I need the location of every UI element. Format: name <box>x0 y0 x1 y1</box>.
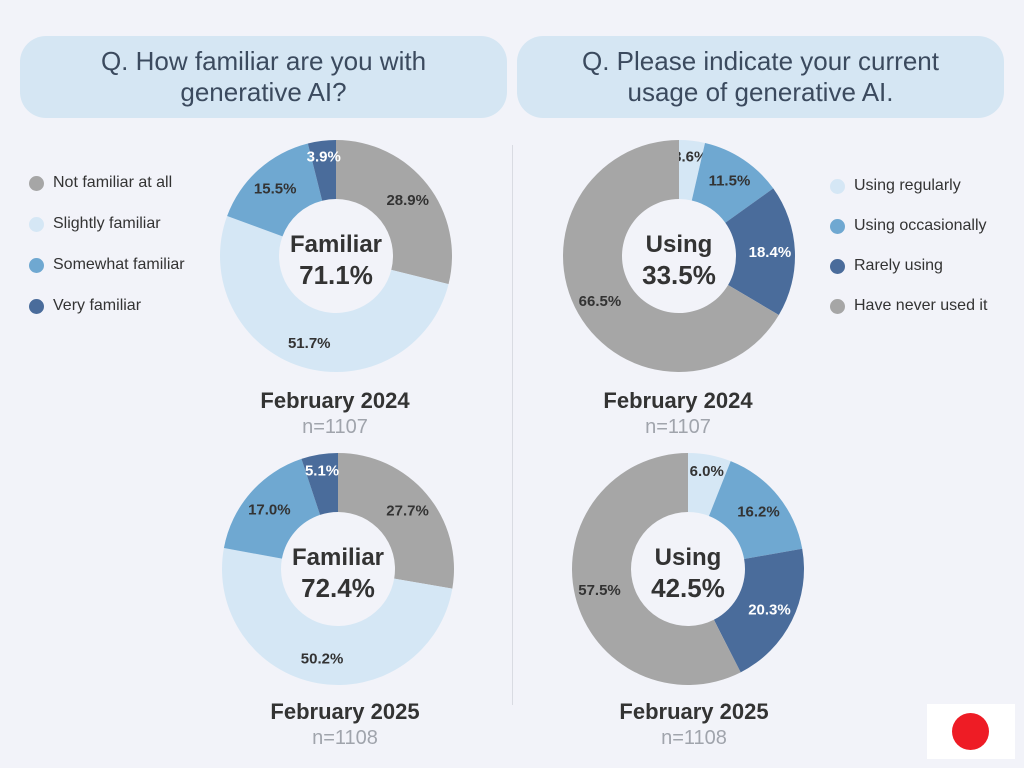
legend-label: Somewhat familiar <box>53 256 185 273</box>
legend-label: Using regularly <box>854 177 961 194</box>
question-usage-line-2: usage of generative AI. <box>627 77 894 107</box>
caption-usage-2024: February 2024 n=1107 <box>558 387 798 440</box>
slice-label-using-regularly: 3.6% <box>673 149 707 166</box>
slice-using-regularly <box>688 453 731 517</box>
legend-label: Using occasionally <box>854 217 987 234</box>
legend-item-using-regularly: Using regularly <box>830 176 987 196</box>
slice-label-very-familiar: 3.9% <box>307 149 341 166</box>
question-familiarity: Q. How familiar are you with generative … <box>20 36 507 118</box>
legend-swatch <box>29 216 44 232</box>
center-label-value: 72.4% <box>301 573 375 603</box>
caption-usage-2025: February 2025 n=1108 <box>574 698 814 751</box>
slice-label-rarely-using: 18.4% <box>749 244 792 261</box>
slice-not-familiar-at-all <box>336 140 452 285</box>
slice-label-using-occasionally: 11.5% <box>709 172 751 189</box>
caption-familiarity-2024: February 2024 n=1107 <box>215 387 455 440</box>
survey-date: February 2024 <box>260 388 410 413</box>
slice-label-not-familiar-at-all: 28.9% <box>386 192 429 209</box>
slice-very-familiar <box>301 453 338 515</box>
slice-rarely-using <box>725 188 795 316</box>
legend-swatch <box>29 175 44 191</box>
legend-item-not-familiar-at-all: Not familiar at all <box>29 173 185 193</box>
slice-using-regularly <box>679 140 706 201</box>
slice-label-using-regularly: 6.0% <box>690 463 724 480</box>
sample-size: n=1107 <box>645 416 711 438</box>
slice-label-using-occasionally: 16.2% <box>737 503 780 520</box>
sample-size: n=1107 <box>302 416 368 438</box>
center-label-title: Using <box>655 544 722 571</box>
sample-size: n=1108 <box>661 727 727 749</box>
legend-item-rarely-using: Rarely using <box>830 256 987 276</box>
slice-rarely-using <box>713 548 804 673</box>
question-familiarity-line-2: generative AI? <box>180 77 347 107</box>
japan-flag-icon <box>927 704 1015 759</box>
slice-label-have-never-used-it: 66.5% <box>579 293 622 310</box>
slice-have-never-used-it <box>572 453 741 685</box>
slice-slightly-familiar <box>221 547 453 686</box>
legend-label: Slightly familiar <box>53 215 161 232</box>
slice-label-very-familiar: 5.1% <box>305 462 339 479</box>
legend-swatch <box>29 298 44 314</box>
slice-label-slightly-familiar: 50.2% <box>301 651 344 668</box>
question-usage: Q. Please indicate your current usage of… <box>517 36 1004 118</box>
survey-date: February 2025 <box>270 699 420 724</box>
caption-familiarity-2025: February 2025 n=1108 <box>225 698 465 751</box>
legend-swatch <box>830 258 845 274</box>
legend-label: Have never used it <box>854 297 988 314</box>
slice-label-somewhat-familiar: 17.0% <box>248 501 291 518</box>
legend-item-have-never-used-it: Have never used it <box>830 296 987 316</box>
legend-label: Not familiar at all <box>53 174 173 191</box>
survey-date: February 2024 <box>603 388 753 413</box>
slice-not-familiar-at-all <box>338 453 454 589</box>
slice-label-have-never-used-it: 57.5% <box>578 582 621 599</box>
panel-divider <box>512 145 513 705</box>
legend-item-using-occasionally: Using occasionally <box>830 216 987 236</box>
slice-label-slightly-familiar: 51.7% <box>288 335 331 352</box>
slice-label-somewhat-familiar: 15.5% <box>254 180 297 197</box>
slice-very-familiar <box>307 140 336 201</box>
slice-somewhat-familiar <box>223 458 321 559</box>
legend-item-slightly-familiar: Slightly familiar <box>29 214 185 234</box>
slice-using-occasionally <box>708 461 803 560</box>
center-label-value: 33.5% <box>642 260 716 290</box>
legend-swatch <box>830 178 845 194</box>
center-label-value: 42.5% <box>651 573 725 603</box>
slice-using-occasionally <box>691 142 774 223</box>
center-label-title: Familiar <box>292 544 384 571</box>
sample-size: n=1108 <box>312 727 378 749</box>
usage-legend: Using regularly Using occasionally Rarely … <box>830 176 987 316</box>
legend-item-very-familiar: Very familiar <box>29 296 185 316</box>
survey-date: February 2025 <box>619 699 769 724</box>
slice-label-rarely-using: 20.3% <box>748 602 791 619</box>
slice-somewhat-familiar <box>227 143 323 237</box>
legend-swatch <box>830 218 845 234</box>
center-label-value: 71.1% <box>299 260 373 290</box>
legend-swatch <box>830 298 845 314</box>
legend-item-somewhat-familiar: Somewhat familiar <box>29 255 185 275</box>
slice-slightly-familiar <box>220 216 449 372</box>
slice-label-not-familiar-at-all: 27.7% <box>386 502 429 519</box>
familiarity-legend: Not familiar at all Slightly familiar Some… <box>29 173 185 316</box>
legend-label: Rarely using <box>854 257 943 274</box>
legend-label: Very familiar <box>53 297 142 314</box>
question-usage-line-1: Q. Please indicate your current <box>582 46 939 76</box>
center-label-title: Familiar <box>290 231 382 258</box>
question-familiarity-line-1: Q. How familiar are you with <box>100 46 427 76</box>
slice-have-never-used-it <box>563 140 779 372</box>
center-label-title: Using <box>646 231 713 258</box>
flag-sun <box>952 713 989 750</box>
legend-swatch <box>29 257 44 273</box>
